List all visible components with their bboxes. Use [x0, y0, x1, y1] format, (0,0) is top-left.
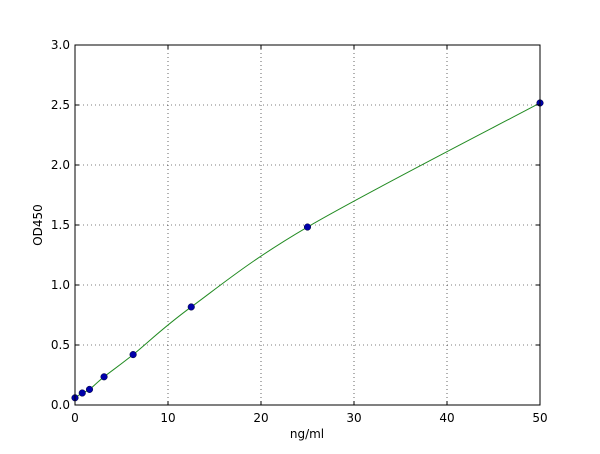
data-points: [71, 99, 544, 402]
y-axis-label: OD450: [31, 204, 45, 246]
y-tick-label: 1.5: [51, 218, 70, 232]
y-tick-label: 2.0: [51, 158, 70, 172]
data-point: [303, 223, 312, 231]
data-point: [78, 389, 86, 397]
y-tick-label: 1.0: [51, 278, 70, 292]
data-point: [187, 303, 195, 311]
x-tick-label: 50: [532, 411, 547, 425]
x-tick-label: 0: [71, 411, 79, 425]
x-tick-label: 30: [346, 411, 361, 425]
x-tick-label: 10: [160, 411, 175, 425]
ticks: 0 10 20 30 40 50 0.0 0.5 1.0 1.5 2.0 2.5 3.0: [51, 38, 548, 425]
y-tick-label: 0.0: [51, 398, 70, 412]
y-tick-label: 2.5: [51, 98, 70, 112]
data-point: [100, 373, 108, 381]
data-point: [85, 385, 94, 393]
fit-curve: [74, 102, 541, 399]
x-tick-label: 40: [439, 411, 454, 425]
x-tick-label: 20: [253, 411, 268, 425]
y-tick-label: 0.5: [51, 338, 70, 352]
y-tick-label: 3.0: [51, 38, 70, 52]
data-point: [129, 351, 137, 359]
x-axis-label: ng/ml: [290, 427, 324, 441]
